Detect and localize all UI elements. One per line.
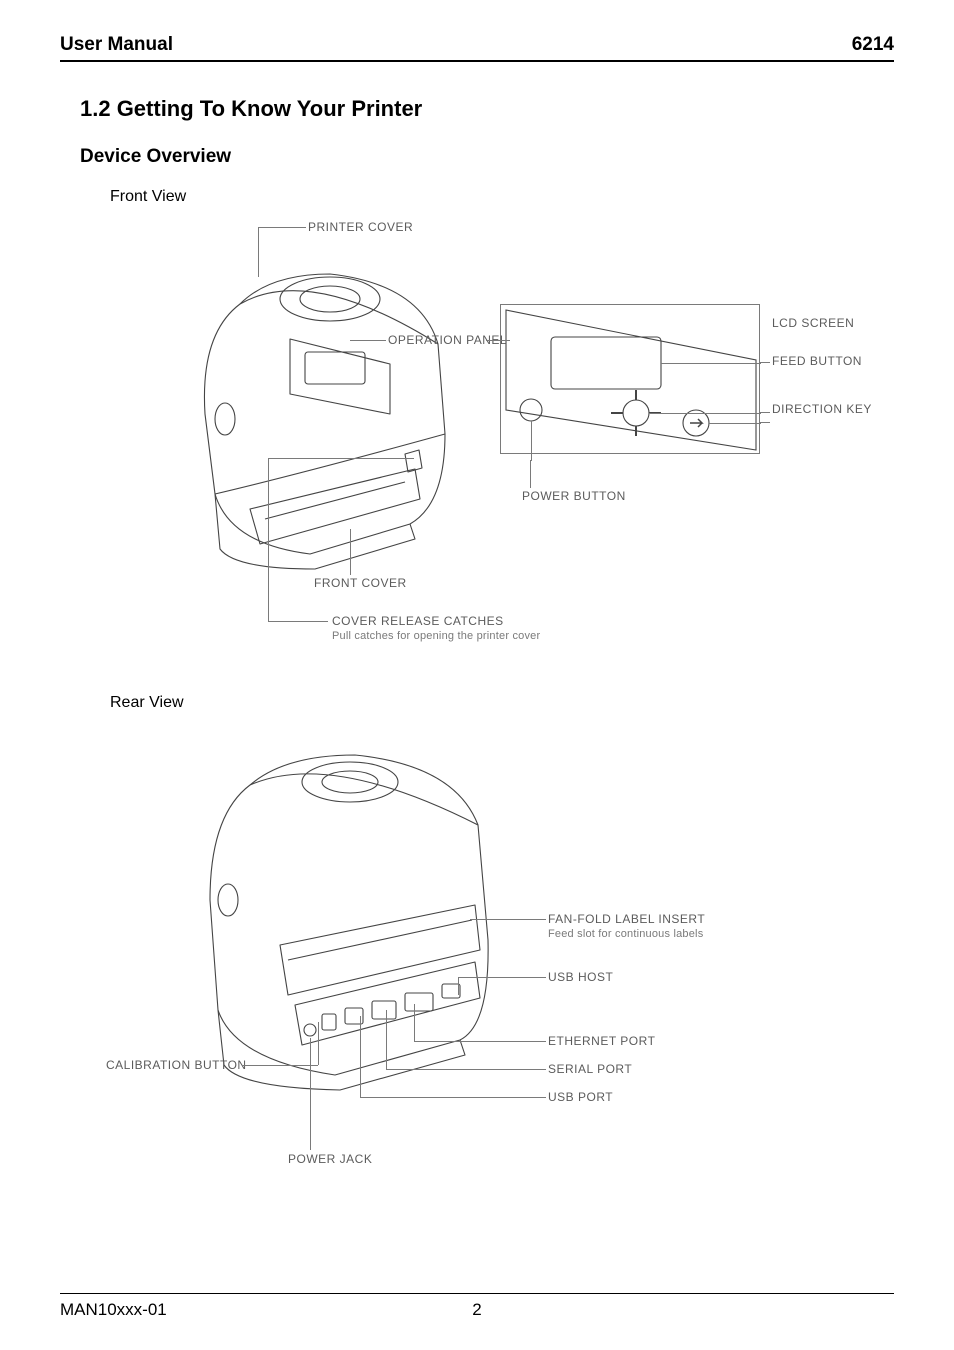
label-fan-fold-sub: Feed slot for continuous labels <box>548 928 705 940</box>
label-front-cover: FRONT COVER <box>314 576 407 590</box>
label-fan-fold-title: FAN-FOLD LABEL INSERT <box>548 912 705 926</box>
rear-view-label: Rear View <box>110 694 894 712</box>
label-cover-release-title: COVER RELEASE CATCHES <box>332 614 504 628</box>
footer-doc-id: MAN10xxx-01 <box>60 1300 167 1320</box>
operation-panel-inset <box>500 304 760 454</box>
footer-page-number: 2 <box>472 1300 481 1320</box>
label-feed-button: FEED BUTTON <box>772 354 862 368</box>
rear-view-diagram: FAN-FOLD LABEL INSERT Feed slot for cont… <box>70 720 890 1180</box>
printer-rear-figure <box>180 730 510 1100</box>
label-lcd-screen: LCD SCREEN <box>772 316 854 330</box>
label-usb-host: USB HOST <box>548 970 613 984</box>
label-power-jack: POWER JACK <box>288 1152 372 1166</box>
label-cover-release: COVER RELEASE CATCHES Pull catches for o… <box>332 614 540 642</box>
label-direction-key: DIRECTION KEY <box>772 402 872 416</box>
label-calibration: CALIBRATION BUTTON <box>106 1058 247 1072</box>
label-usb-port: USB PORT <box>548 1090 613 1104</box>
label-printer-cover: PRINTER COVER <box>308 220 413 234</box>
page-footer: MAN10xxx-01 2 <box>60 1293 894 1320</box>
section-heading: 1.2 Getting To Know Your Printer <box>80 96 894 122</box>
front-view-label: Front View <box>110 188 894 206</box>
header-doc-title: User Manual <box>60 34 173 56</box>
subsection-heading: Device Overview <box>80 146 894 168</box>
printer-front-figure <box>180 244 480 574</box>
label-serial: SERIAL PORT <box>548 1062 632 1076</box>
header-model-number: 6214 <box>852 34 894 56</box>
page-header: User Manual 6214 <box>60 34 894 62</box>
front-view-diagram: PRINTER COVER OPERATION PANEL LCD SCREEN… <box>70 214 890 684</box>
label-power-button: POWER BUTTON <box>522 489 626 503</box>
label-fan-fold: FAN-FOLD LABEL INSERT Feed slot for cont… <box>548 912 705 940</box>
label-ethernet: ETHERNET PORT <box>548 1034 655 1048</box>
label-cover-release-sub: Pull catches for opening the printer cov… <box>332 630 540 642</box>
